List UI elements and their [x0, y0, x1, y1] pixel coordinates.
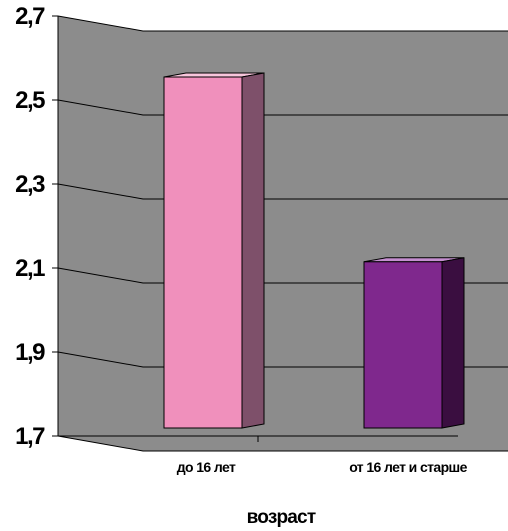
plot-area [52, 15, 508, 452]
y-tick-label: 2,1 [15, 255, 45, 282]
y-tick-labels: 1,7 1,9 2,1 2,3 2,5 2,7 [15, 3, 47, 450]
bar-front [363, 261, 443, 429]
x-tick-label: до 16 лет [177, 459, 236, 475]
bar-1 [163, 72, 265, 429]
x-tick-label: от 16 лет и старше [349, 459, 467, 475]
x-axis-label: возраст [247, 507, 316, 528]
y-tick-label: 1,7 [15, 423, 45, 450]
gridline [57, 435, 508, 452]
gridline [57, 15, 508, 32]
bar-side [441, 257, 465, 429]
gridline [57, 183, 508, 200]
bar-2 [363, 257, 465, 429]
gridline [57, 99, 508, 116]
y-tick-label: 2,3 [15, 171, 45, 198]
bars [163, 72, 465, 429]
bar-front [163, 76, 243, 429]
floor [58, 436, 508, 451]
y-tick-label: 2,5 [15, 87, 45, 114]
x-tick-labels: до 16 лет от 16 лет и старше [177, 459, 468, 475]
y-tick-label: 1,9 [15, 339, 45, 366]
y-tick-label: 2,7 [15, 3, 45, 30]
bar-side [241, 72, 265, 429]
